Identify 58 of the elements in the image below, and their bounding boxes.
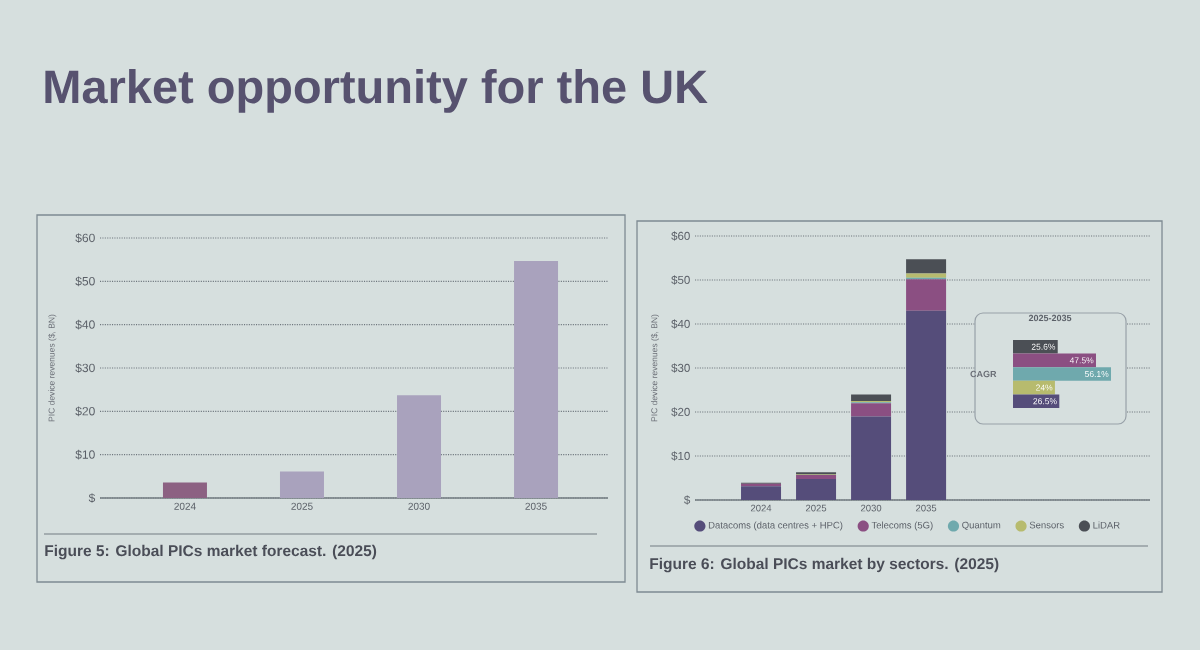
x-tick-label: 2035 (916, 504, 937, 512)
x-tick-label: 2030 (408, 502, 430, 510)
y-tick-label: $50 (75, 276, 95, 287)
chart-title: 2025-2035 (1028, 314, 1072, 322)
x-tick-label: 2025 (291, 502, 313, 510)
bar (1013, 353, 1096, 368)
x-tick-label: 2024 (750, 504, 772, 512)
bar (1013, 367, 1112, 381)
data-label: 47.5% (1069, 357, 1094, 364)
bar (906, 310, 947, 500)
y-tick-label: $40 (671, 319, 690, 329)
x-tick-label: 2035 (525, 502, 547, 510)
data-label: 25.6% (1031, 343, 1056, 350)
bar (906, 279, 947, 311)
y-axis-title: CAGR (970, 370, 997, 378)
data-label: 26.5% (1033, 398, 1057, 405)
bar (851, 394, 892, 401)
bar (851, 403, 892, 417)
bar (1013, 339, 1058, 354)
bar (279, 471, 324, 498)
caption: Figure 5: Global PICs market forecast. (2025) (45, 544, 377, 560)
legend-label: Telecoms (5G) (871, 521, 933, 531)
y-tick-label: $10 (75, 449, 95, 460)
bar (1013, 380, 1055, 395)
legend-label: Quantum (962, 521, 1001, 531)
x-tick-label: 2024 (174, 502, 196, 510)
bar (906, 273, 947, 278)
bar (1013, 394, 1060, 408)
y-tick-label: $40 (75, 319, 95, 330)
bar (851, 416, 892, 500)
x-tick-label: 2030 (860, 504, 882, 512)
y-tick-label: $20 (75, 406, 95, 417)
y-tick-label: $60 (75, 233, 95, 243)
data-label: 56.1% (1084, 370, 1109, 378)
bar (796, 474, 837, 479)
legend-label: LiDAR (1093, 521, 1120, 529)
x-tick-label: 2025 (805, 504, 827, 512)
y-tick-label: $10 (671, 451, 690, 461)
legend-label: Datacoms (data centres + HPC) (708, 521, 843, 531)
y-tick-label: $ (88, 493, 96, 503)
y-tick-label: $30 (671, 363, 690, 373)
y-tick-label: $60 (671, 231, 690, 241)
bar (162, 482, 207, 498)
bar (796, 478, 837, 500)
data-label: 24% (1036, 384, 1053, 391)
bar (397, 395, 442, 498)
caption: Figure 6: Global PICs market by sectors. (2025) (650, 557, 999, 573)
bar (514, 260, 559, 498)
y-axis-title: PIC device revenues ($, BN) (650, 314, 659, 422)
y-tick-label: $50 (671, 275, 690, 285)
bar (741, 486, 782, 500)
legend-label: Sensors (1029, 521, 1064, 529)
bar (906, 259, 947, 274)
chart-title: Market opportunity for the UK (45, 68, 708, 113)
y-tick-label: $30 (75, 363, 95, 373)
y-axis-title: PIC device revenues ($, BN) (48, 314, 57, 422)
y-tick-label: $20 (671, 407, 690, 417)
y-tick-label: $ (684, 495, 691, 505)
